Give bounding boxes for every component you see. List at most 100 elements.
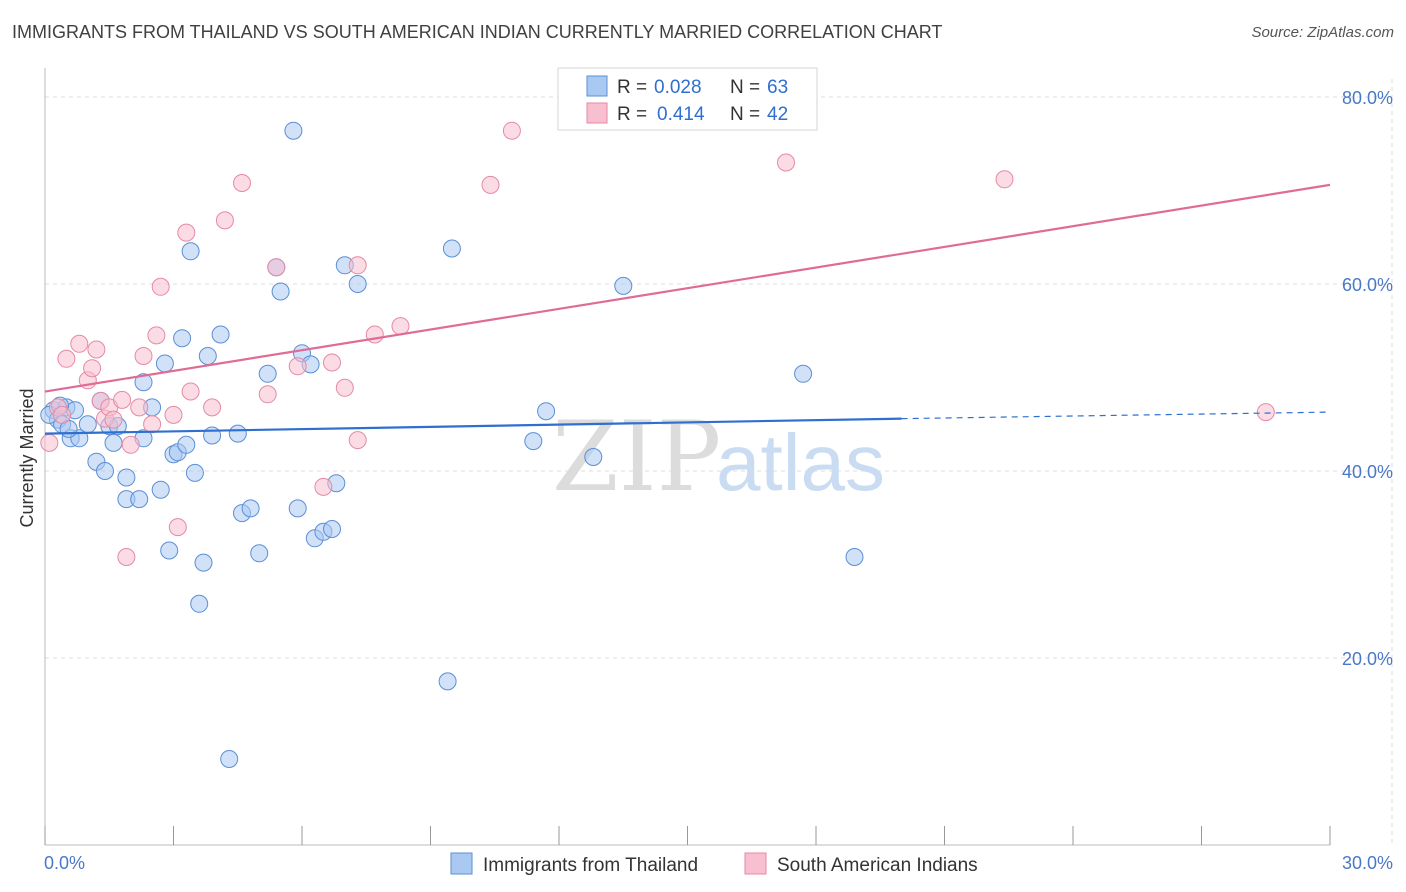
x-tick-label: 30.0%: [1342, 853, 1393, 873]
bottom-legend-label-1: Immigrants from Thailand: [483, 855, 698, 876]
point-south-american-indian: [53, 405, 72, 424]
point-thailand: [241, 499, 260, 518]
trend-lines: [44, 183, 1331, 435]
point-thailand: [155, 354, 174, 373]
y-tick-label: 20.0%: [1342, 649, 1393, 669]
point-thailand: [284, 121, 303, 140]
point-south-american-indian: [323, 353, 341, 372]
point-south-american-indian: [777, 153, 795, 172]
point-south-american-indian: [502, 121, 521, 140]
y-tick-label: 40.0%: [1342, 462, 1393, 482]
point-south-american-indian: [113, 390, 132, 409]
point-thailand: [438, 672, 457, 691]
point-thailand: [323, 520, 341, 538]
watermark-atlas: atlas: [716, 418, 885, 507]
legend-n-label-1: N =: [730, 77, 760, 98]
point-thailand: [173, 329, 192, 348]
tick-labels: 20.0% 40.0% 60.0% 80.0% 0.0% 30.0%: [44, 88, 1393, 873]
point-south-american-indian: [83, 359, 102, 378]
point-thailand: [845, 548, 864, 566]
point-thailand: [117, 468, 136, 487]
point-south-american-indian: [995, 170, 1014, 189]
point-south-american-indian: [87, 340, 106, 359]
point-thailand: [177, 435, 196, 454]
y-tick-label: 60.0%: [1342, 275, 1393, 295]
point-thailand: [78, 415, 97, 434]
trend-line-thailand: [44, 417, 902, 435]
legend-n-label-2: N =: [730, 104, 760, 125]
point-south-american-indian: [164, 405, 183, 424]
point-south-american-indian: [215, 211, 234, 230]
point-thailand: [194, 553, 213, 572]
point-thailand: [96, 462, 114, 480]
watermark: ZIP atlas: [552, 401, 885, 513]
point-south-american-indian: [348, 431, 367, 450]
legend-r-value-1: 0.028: [654, 77, 702, 98]
point-thailand: [258, 364, 277, 383]
x-tick-label: 0.0%: [44, 853, 85, 873]
point-south-american-indian: [147, 326, 166, 345]
point-south-american-indian: [233, 174, 251, 192]
point-thailand: [524, 432, 543, 451]
point-thailand: [348, 275, 367, 293]
point-south-american-indian: [168, 518, 187, 537]
trend-line-south-american-indian: [44, 183, 1331, 393]
y-axis-title: Currently Married: [17, 388, 37, 527]
point-south-american-indian: [177, 223, 196, 242]
bottom-legend-swatch-blue: [450, 852, 473, 875]
point-south-american-indian: [348, 256, 367, 275]
point-south-american-indian: [1256, 403, 1275, 422]
point-thailand: [104, 433, 123, 452]
point-thailand: [181, 242, 200, 261]
point-thailand: [537, 402, 556, 421]
point-thailand: [250, 544, 269, 563]
legend-swatch-blue: [586, 75, 608, 97]
point-south-american-indian: [481, 175, 500, 194]
legend-r-value-2: 0.414: [657, 104, 705, 125]
legend-swatch-pink: [586, 102, 608, 124]
source-label: Source: ZipAtlas.com: [1251, 24, 1394, 41]
point-south-american-indian: [130, 398, 149, 417]
point-thailand: [288, 499, 307, 518]
point-thailand: [584, 448, 603, 466]
bottom-legend-swatch-pink: [744, 852, 767, 875]
chart-title: IMMIGRANTS FROM THAILAND VS SOUTH AMERIC…: [12, 22, 943, 42]
legend-r-label-2: R =: [617, 104, 647, 125]
legend-n-value-1: 63: [767, 77, 788, 98]
point-south-american-indian: [40, 433, 59, 452]
point-south-american-indian: [143, 415, 162, 434]
point-thailand: [130, 490, 149, 509]
point-south-american-indian: [181, 382, 200, 401]
legend-r-label-1: R =: [617, 77, 647, 98]
point-thailand: [134, 373, 153, 392]
point-south-american-indian: [121, 435, 140, 454]
point-thailand: [185, 463, 204, 482]
point-thailand: [614, 276, 633, 295]
point-south-american-indian: [117, 548, 136, 566]
point-south-american-indian: [335, 378, 354, 397]
bottom-legend-label-2: South American Indians: [777, 855, 978, 876]
legend: R = 0.028 N = 63 R = 0.414 N = 42: [557, 67, 818, 131]
point-thailand: [198, 347, 217, 365]
point-south-american-indian: [57, 349, 76, 368]
point-thailand: [160, 541, 179, 560]
trend-line-thailand-extension: [901, 411, 1331, 420]
legend-n-value-2: 42: [767, 104, 788, 125]
point-thailand: [271, 282, 290, 301]
point-south-american-indian: [391, 317, 410, 336]
point-south-american-indian: [134, 347, 153, 365]
point-thailand: [220, 750, 239, 768]
watermark-zip: ZIP: [552, 401, 721, 513]
point-thailand: [442, 239, 461, 258]
point-south-american-indian: [151, 277, 170, 296]
point-south-american-indian: [258, 385, 277, 404]
point-south-american-indian: [288, 357, 307, 376]
point-thailand: [211, 325, 230, 344]
point-thailand: [794, 364, 813, 383]
bottom-legend: Immigrants from Thailand South American …: [450, 852, 978, 876]
point-thailand: [151, 480, 170, 499]
axes: [44, 68, 1331, 846]
y-tick-label: 80.0%: [1342, 88, 1393, 108]
point-south-american-indian: [70, 334, 89, 353]
